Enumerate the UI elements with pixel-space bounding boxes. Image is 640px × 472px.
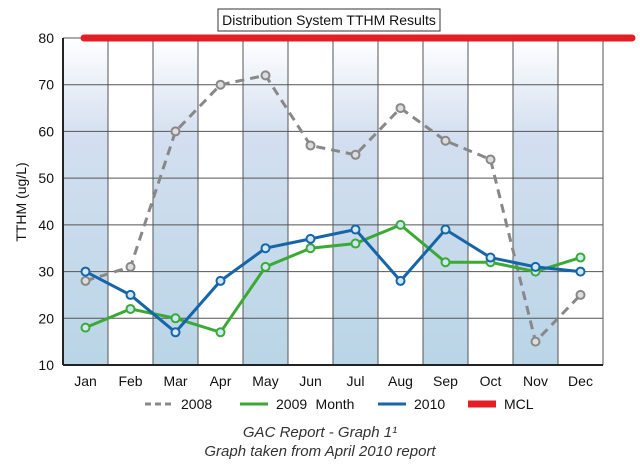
- data-point-2009: [80, 322, 91, 333]
- x-tick-label: Mar: [163, 373, 187, 389]
- data-point-2008: [440, 135, 451, 146]
- data-point-2008: [260, 70, 271, 81]
- y-tick-label: 50: [38, 170, 54, 186]
- data-point-2008: [215, 79, 226, 90]
- legend-label-2010: 2010: [414, 396, 445, 412]
- shaded-column: [243, 38, 288, 365]
- legend-label-MCL: MCL: [504, 396, 534, 412]
- data-point-2010: [395, 275, 406, 286]
- series-line-2010: [84, 227, 581, 335]
- data-point-2010: [530, 261, 541, 272]
- x-tick-label: Oct: [480, 373, 502, 389]
- data-point-2009: [260, 261, 271, 272]
- shaded-column: [333, 38, 378, 365]
- data-point-2010: [485, 252, 496, 263]
- y-tick-label: 10: [38, 357, 54, 373]
- caption-line-2: Graph taken from April 2010 report: [204, 443, 436, 460]
- caption-line-1: GAC Report - Graph 1¹: [242, 424, 398, 441]
- legend-label-2008: 2008: [181, 396, 212, 412]
- data-point-2008: [170, 126, 181, 137]
- x-tick-label: Aug: [388, 373, 413, 389]
- x-tick-label: Nov: [523, 373, 548, 389]
- data-point-2009: [440, 257, 451, 268]
- data-point-2010: [350, 224, 361, 235]
- data-point-2008: [485, 154, 496, 165]
- data-point-2010: [170, 327, 181, 338]
- y-axis-label: TTHM (ug/L): [13, 162, 29, 241]
- data-point-2009: [395, 219, 406, 230]
- data-point-2010: [440, 224, 451, 235]
- data-point-2009: [305, 243, 316, 254]
- title-box: [217, 8, 441, 32]
- x-axis-label: Month: [316, 396, 355, 412]
- data-point-2009: [575, 252, 586, 263]
- y-tick-label: 20: [38, 310, 54, 326]
- data-point-2008: [395, 103, 406, 114]
- x-tick-label: Dec: [568, 373, 593, 389]
- data-point-2008: [530, 336, 541, 347]
- x-tick-label: Feb: [118, 373, 142, 389]
- x-tick-label: Sep: [433, 373, 458, 389]
- y-tick-label: 40: [38, 217, 54, 233]
- series-line-2008: [85, 73, 582, 345]
- y-tick-label: 80: [38, 30, 54, 46]
- data-point-2010: [260, 243, 271, 254]
- data-point-2009: [215, 327, 226, 338]
- data-point-2008: [575, 289, 586, 300]
- data-point-2010: [80, 266, 91, 277]
- data-point-2010: [215, 275, 226, 286]
- x-tick-label: Jun: [299, 373, 322, 389]
- data-point-2008: [80, 275, 91, 286]
- x-tick-label: Apr: [210, 373, 232, 389]
- data-point-2009: [350, 238, 361, 249]
- data-point-2009: [170, 313, 181, 324]
- chart-title: Distribution System TTHM Results: [222, 12, 436, 28]
- data-point-2008: [125, 261, 136, 272]
- y-tick-label: 70: [38, 77, 54, 93]
- data-point-2010: [305, 233, 316, 244]
- data-point-2010: [125, 289, 136, 300]
- legend-label-2009: 2009: [276, 396, 307, 412]
- data-point-2008: [305, 140, 316, 151]
- x-tick-label: Jul: [347, 373, 365, 389]
- y-tick-label: 60: [38, 123, 54, 139]
- x-tick-label: Jan: [74, 373, 97, 389]
- data-point-2008: [350, 149, 361, 160]
- x-tick-label: May: [252, 373, 278, 389]
- shaded-column: [153, 38, 198, 365]
- series-line-2009: [84, 223, 581, 335]
- y-tick-label: 30: [38, 264, 54, 280]
- shaded-column: [63, 38, 108, 365]
- shaded-column: [513, 38, 558, 365]
- shaded-column: [423, 38, 468, 365]
- data-point-2010: [575, 266, 586, 277]
- data-point-2009: [125, 303, 136, 314]
